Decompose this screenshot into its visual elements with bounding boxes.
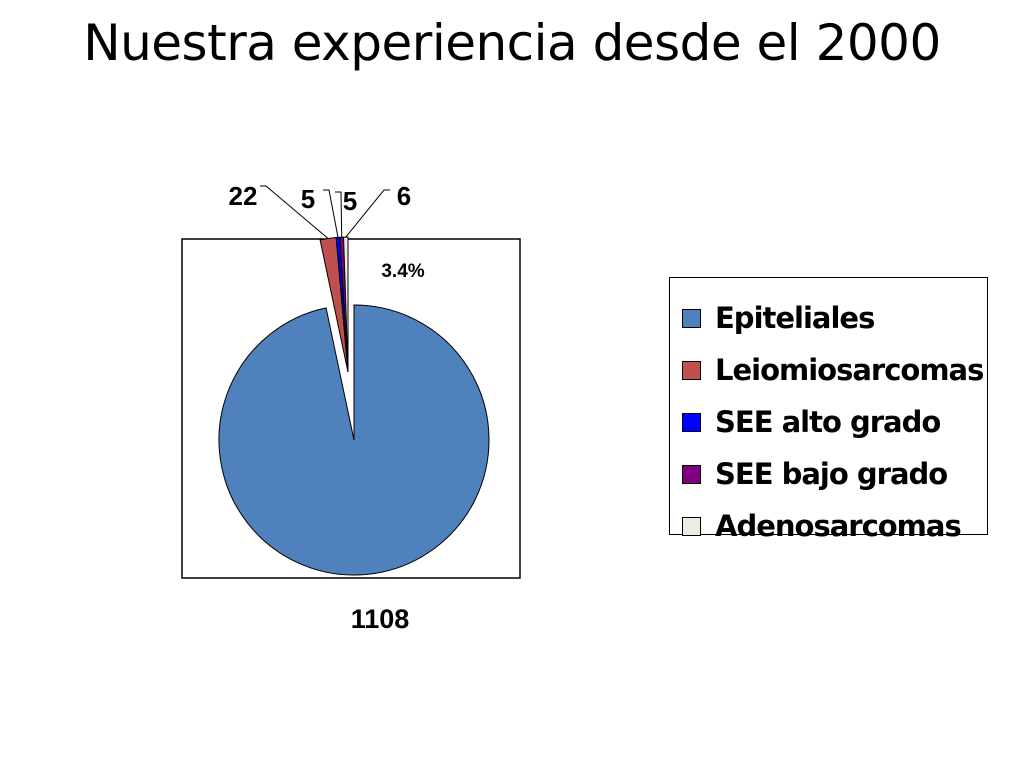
legend-item-adenosarcomas: Adenosarcomas [670,500,987,552]
data-label-see-alto-grado: 5 [301,184,315,214]
legend-label: Leiomiosarcomas [715,353,984,387]
leader-lines [260,185,390,239]
leader-line-see-bajo-grado [335,191,343,238]
legend-item-epiteliales: Epiteliales [670,292,987,344]
pie-slice-epiteliales [218,304,490,576]
legend-label: SEE alto grado [715,405,941,439]
legend-label: SEE bajo grado [715,457,948,491]
data-labels: 1108 22 5 5 6 [229,181,412,634]
data-label-adenosarcomas: 6 [397,181,411,211]
percent-annotation: 3.4% [381,261,424,282]
legend-item-leiomiosarcomas: Leiomiosarcomas [670,344,987,396]
data-label-see-bajo-grado: 5 [343,186,357,216]
data-label-leiomiosarcomas: 22 [229,181,258,211]
legend-item-see-bajo-grado: SEE bajo grado [670,448,987,500]
pie-slices [218,236,490,576]
legend-swatch [682,308,701,328]
leader-line-leiomiosarcomas [260,185,329,239]
data-label-epiteliales: 1108 [351,604,410,634]
legend-swatch [682,464,701,484]
chart-legend: Epiteliales Leiomiosarcomas SEE alto grado… [669,277,988,543]
legend-swatch [682,412,701,432]
legend-label: Adenosarcomas [715,509,962,543]
legend-label: Epiteliales [715,301,875,335]
legend-item-see-alto-grado: SEE alto grado [670,396,987,448]
leader-line-adenosarcomas [345,189,390,238]
legend-swatch [682,516,701,536]
leader-line-see-alto-grado [323,189,339,238]
slide-title: Nuestra experiencia desde el 2000 [83,14,941,72]
legend-swatch [682,360,701,380]
